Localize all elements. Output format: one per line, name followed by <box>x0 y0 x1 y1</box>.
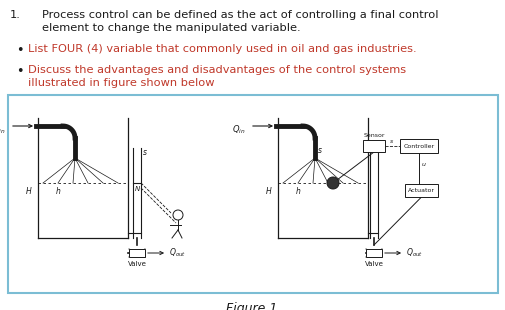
Text: •: • <box>16 65 24 78</box>
Text: element to change the manipulated variable.: element to change the manipulated variab… <box>42 23 300 33</box>
Bar <box>129 249 145 257</box>
Text: s: s <box>390 139 393 144</box>
Text: h: h <box>56 187 61 196</box>
Text: Process control can be defined as the act of controlling a final control: Process control can be defined as the ac… <box>42 10 438 20</box>
Text: 1.: 1. <box>10 10 21 20</box>
Text: $Q_{in}$: $Q_{in}$ <box>232 123 246 135</box>
Text: •: • <box>16 44 24 57</box>
Bar <box>366 249 382 257</box>
Bar <box>8 95 498 293</box>
Text: $Q_{out}$: $Q_{out}$ <box>406 247 423 259</box>
Circle shape <box>173 210 183 220</box>
Text: h: h <box>295 187 300 196</box>
Text: $Q_{out}$: $Q_{out}$ <box>169 247 186 259</box>
Text: u: u <box>422 162 426 167</box>
Text: $Q_{in}$: $Q_{in}$ <box>0 123 6 135</box>
Text: s: s <box>318 146 322 155</box>
Text: Sensor: Sensor <box>363 133 385 138</box>
Bar <box>363 140 385 152</box>
Text: H: H <box>26 187 32 196</box>
Text: H: H <box>266 187 272 196</box>
Text: illustrated in figure shown below: illustrated in figure shown below <box>28 78 215 88</box>
Text: Figure 1: Figure 1 <box>226 302 278 310</box>
Text: Controller: Controller <box>403 144 435 148</box>
Text: Actuator: Actuator <box>408 188 435 193</box>
Bar <box>405 184 438 197</box>
Bar <box>400 139 438 153</box>
Text: Valve: Valve <box>128 261 146 267</box>
Text: Discuss the advantages and disadvantages of the control systems: Discuss the advantages and disadvantages… <box>28 65 406 75</box>
Circle shape <box>327 177 339 189</box>
Text: s: s <box>143 148 147 157</box>
Text: List FOUR (4) variable that commonly used in oil and gas industries.: List FOUR (4) variable that commonly use… <box>28 44 417 54</box>
Text: N: N <box>134 186 139 192</box>
Text: Valve: Valve <box>365 261 383 267</box>
